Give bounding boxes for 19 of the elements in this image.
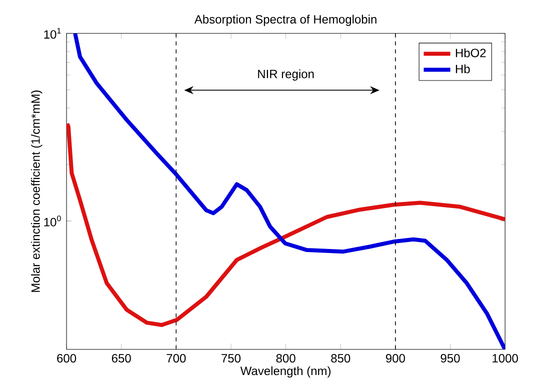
line-series: [73, 33, 506, 350]
x-tick-label: 950: [440, 354, 460, 363]
x-tick-label: 800: [276, 354, 296, 363]
x-tick-label: 900: [386, 354, 405, 363]
x-tick-label: 600: [57, 354, 76, 363]
x-tick-label: 1000: [492, 354, 518, 363]
x-tick-label: 850: [331, 354, 350, 363]
chart-title: Absorption Spectra of Hemoglobin: [194, 14, 376, 26]
legend-label: Hb: [456, 64, 470, 74]
x-axis-title: Wavelength (nm): [240, 366, 331, 378]
legend-label: HbO2: [456, 48, 486, 58]
annotation: NIR region: [258, 69, 314, 81]
x-tick-label: 700: [166, 354, 186, 363]
x-tick-label: 650: [112, 354, 131, 363]
line-series: [66, 122, 506, 327]
y-tick-label: 10$^{1}$: [44, 28, 61, 39]
y-tick-label: 10$^{0}$: [44, 216, 61, 226]
x-tick-label: 750: [222, 354, 241, 363]
y-axis-title: Molar extinction coefficient (1/cm*mM): [31, 90, 42, 292]
